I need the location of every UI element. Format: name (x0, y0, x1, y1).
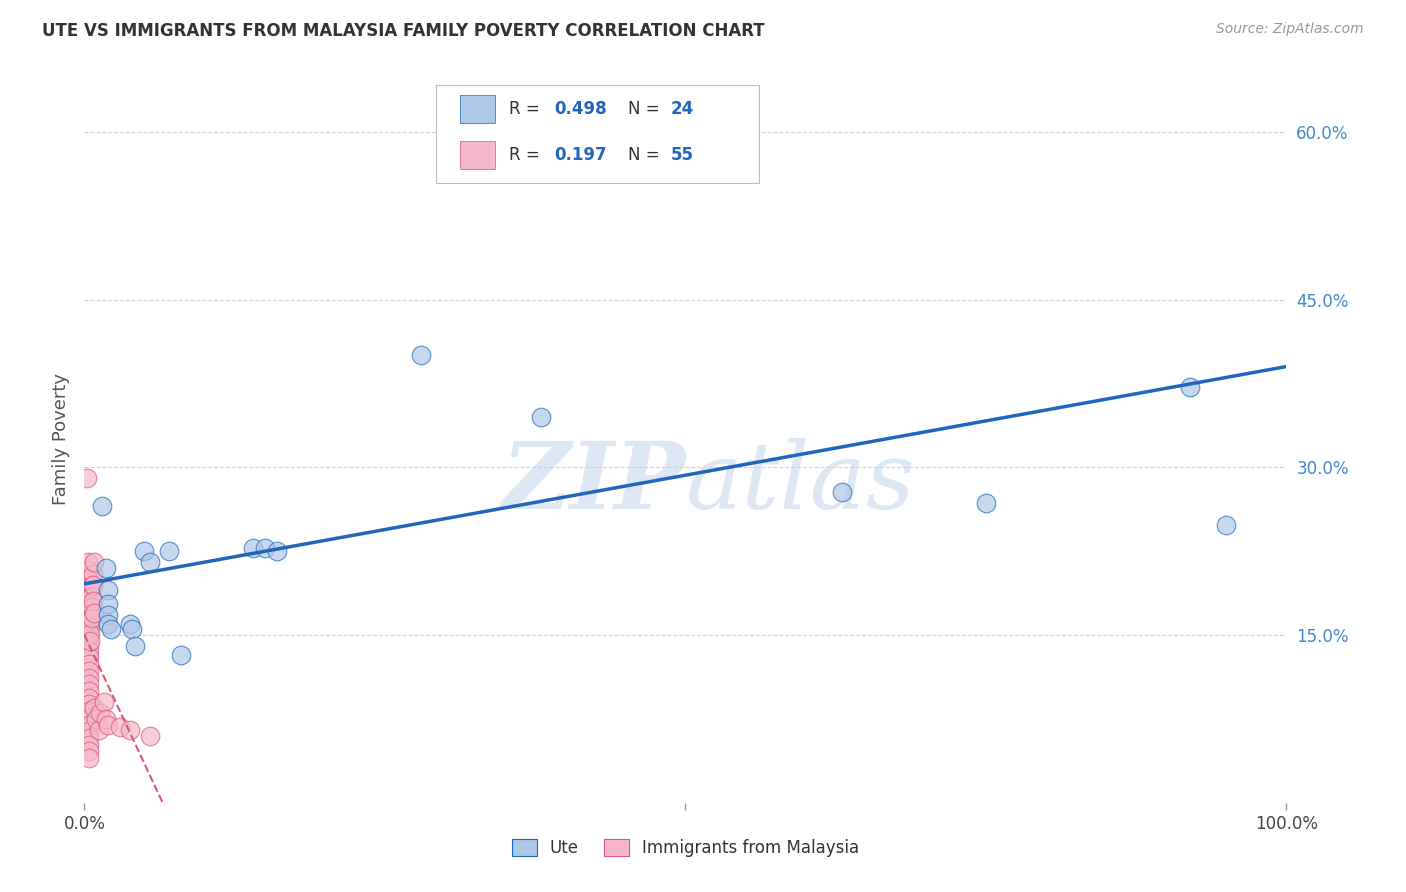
Point (82, 566, 104, 581)
Point (79, 600, 101, 615)
Point (93, 695, 115, 709)
Point (79, 620, 101, 634)
Point (716, 149, 738, 163)
Point (82, 594, 104, 608)
Point (79, 633, 101, 648)
Point (124, 639, 146, 653)
Text: UTE VS IMMIGRANTS FROM MALAYSIA FAMILY POVERTY CORRELATION CHART: UTE VS IMMIGRANTS FROM MALAYSIA FAMILY P… (42, 22, 765, 40)
Point (89, 706, 111, 721)
Point (77, 610, 100, 624)
Point (139, 729, 162, 743)
Point (77, 591, 100, 606)
Point (97, 607, 120, 622)
Point (409, 348, 432, 362)
Point (242, 541, 264, 555)
Point (91, 500, 114, 514)
Point (77, 650, 100, 665)
Point (253, 541, 276, 555)
Text: atlas: atlas (686, 438, 915, 528)
Point (266, 544, 288, 558)
Point (77, 555, 100, 569)
Point (169, 648, 191, 662)
Point (77, 563, 100, 577)
Point (94, 561, 117, 575)
Point (77, 704, 100, 718)
Text: 24: 24 (671, 100, 695, 118)
Text: R =: R = (509, 100, 546, 118)
Point (79, 627, 101, 641)
Point (77, 664, 100, 678)
Y-axis label: Family Poverty: Family Poverty (52, 374, 70, 505)
Point (80, 589, 103, 603)
Point (83, 606, 105, 620)
Point (77, 657, 100, 672)
Point (77, 751, 100, 765)
Text: R =: R = (509, 146, 546, 164)
Point (118, 616, 141, 631)
Point (79, 614, 101, 628)
Point (77, 738, 100, 752)
Point (97, 597, 120, 611)
Point (77, 643, 100, 657)
Text: N =: N = (628, 146, 665, 164)
Point (121, 623, 143, 637)
Point (77, 711, 100, 725)
Point (76, 471, 98, 485)
Point (77, 731, 100, 745)
Point (80, 611, 103, 625)
Point (77, 597, 100, 611)
Point (94, 712, 117, 726)
Point (118, 723, 141, 737)
Point (77, 717, 100, 731)
Text: N =: N = (628, 100, 665, 118)
Point (97, 583, 120, 598)
Point (97, 717, 120, 731)
Point (77, 630, 100, 644)
Point (77, 603, 100, 617)
Point (77, 744, 100, 758)
Point (134, 544, 156, 558)
Point (530, 409, 553, 424)
Point (79, 607, 101, 621)
Point (77, 698, 100, 712)
Point (139, 555, 162, 569)
Point (1180, 380, 1202, 394)
Point (77, 572, 100, 586)
Point (77, 690, 100, 705)
Point (77, 671, 100, 685)
Point (86, 712, 108, 726)
Point (100, 623, 122, 637)
Point (110, 720, 132, 734)
Point (83, 555, 105, 569)
Point (77, 624, 100, 638)
Point (77, 581, 100, 595)
Point (77, 677, 100, 691)
Point (97, 616, 120, 631)
Point (77, 724, 100, 739)
Text: Source: ZipAtlas.com: Source: ZipAtlas.com (1216, 22, 1364, 37)
Point (157, 544, 180, 558)
Text: ZIP: ZIP (501, 438, 686, 528)
Text: 55: 55 (671, 146, 693, 164)
Point (1215, 518, 1237, 533)
Point (831, 484, 853, 499)
Point (77, 684, 100, 698)
Point (83, 700, 105, 714)
Point (80, 578, 103, 592)
Text: 0.197: 0.197 (554, 146, 606, 164)
Legend: Ute, Immigrants from Malaysia: Ute, Immigrants from Malaysia (505, 832, 866, 863)
Point (82, 578, 104, 592)
Point (77, 637, 100, 651)
Point (80, 600, 103, 615)
Text: 0.498: 0.498 (554, 100, 606, 118)
Point (87, 723, 110, 737)
Point (77, 616, 100, 631)
Point (974, 496, 997, 510)
